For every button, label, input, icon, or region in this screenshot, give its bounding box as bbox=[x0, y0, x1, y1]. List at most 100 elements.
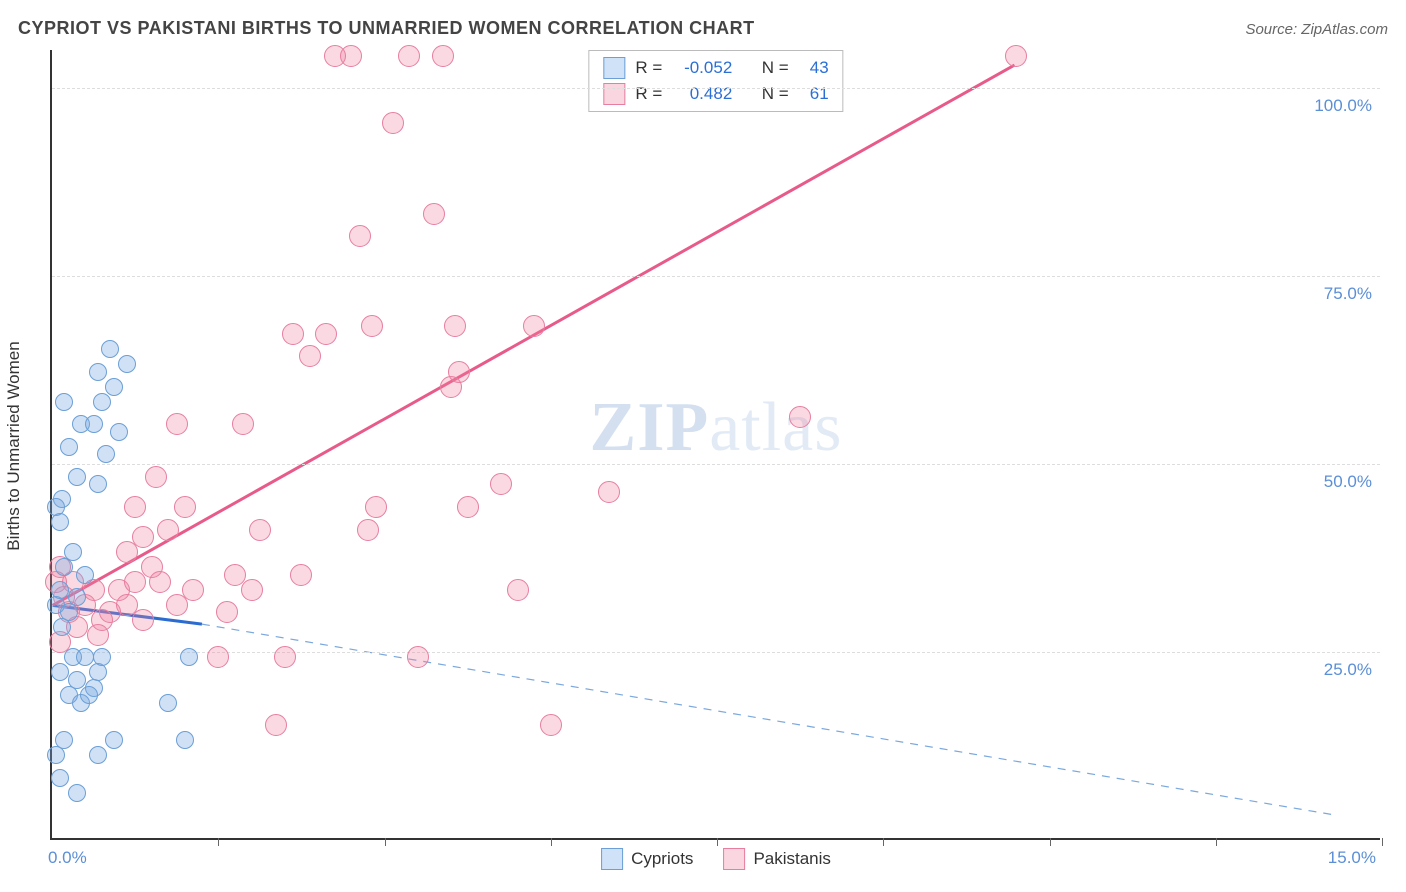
cypriots-marker bbox=[93, 648, 111, 666]
cypriots-marker bbox=[55, 393, 73, 411]
pakistanis-marker bbox=[290, 564, 312, 586]
stats-row-pakistanis: R = 0.482 N = 61 bbox=[603, 81, 828, 107]
gridline-h bbox=[52, 276, 1380, 277]
pakistanis-marker bbox=[249, 519, 271, 541]
n-value-cypriots: 43 bbox=[799, 55, 829, 81]
pakistanis-marker bbox=[324, 45, 346, 67]
swatch-cypriots bbox=[603, 57, 625, 79]
swatch-pakistanis-bottom bbox=[723, 848, 745, 870]
pakistanis-marker bbox=[398, 45, 420, 67]
pakistanis-marker bbox=[407, 646, 429, 668]
swatch-cypriots-bottom bbox=[601, 848, 623, 870]
cypriots-marker bbox=[60, 438, 78, 456]
cypriots-marker bbox=[76, 648, 94, 666]
cypriots-marker bbox=[55, 731, 73, 749]
pakistanis-marker bbox=[315, 323, 337, 345]
pakistanis-marker bbox=[299, 345, 321, 367]
x-tick bbox=[1382, 838, 1383, 846]
y-axis-title: Births to Unmarried Women bbox=[4, 341, 24, 550]
cypriots-marker bbox=[176, 731, 194, 749]
cypriots-marker bbox=[68, 588, 86, 606]
pakistanis-marker bbox=[145, 466, 167, 488]
x-tick bbox=[551, 838, 552, 846]
pakistanis-marker bbox=[232, 413, 254, 435]
x-tick bbox=[717, 838, 718, 846]
pakistanis-marker bbox=[349, 225, 371, 247]
x-tick bbox=[218, 838, 219, 846]
gridline-h bbox=[52, 464, 1380, 465]
stats-legend-box: R = -0.052 N = 43 R = 0.482 N = 61 bbox=[588, 50, 843, 112]
pakistanis-marker bbox=[444, 315, 466, 337]
cypriots-marker bbox=[80, 686, 98, 704]
pakistanis-marker bbox=[207, 646, 229, 668]
cypriots-marker bbox=[159, 694, 177, 712]
pakistanis-marker bbox=[598, 481, 620, 503]
cypriots-marker bbox=[101, 340, 119, 358]
cypriots-marker bbox=[51, 769, 69, 787]
cypriots-marker bbox=[105, 731, 123, 749]
swatch-pakistanis bbox=[603, 83, 625, 105]
x-axis-right-label: 15.0% bbox=[1328, 848, 1376, 868]
pakistanis-marker bbox=[540, 714, 562, 736]
cypriots-marker bbox=[51, 663, 69, 681]
watermark: ZIPatlas bbox=[590, 388, 843, 468]
r-value-cypriots: -0.052 bbox=[672, 55, 732, 81]
cypriots-marker bbox=[89, 475, 107, 493]
cypriots-marker bbox=[89, 363, 107, 381]
source-attribution: Source: ZipAtlas.com bbox=[1245, 21, 1388, 38]
y-tick-label: 50.0% bbox=[1324, 472, 1372, 492]
pakistanis-marker bbox=[241, 579, 263, 601]
cypriots-marker bbox=[64, 543, 82, 561]
r-value-pakistanis: 0.482 bbox=[672, 81, 732, 107]
pakistanis-marker bbox=[382, 112, 404, 134]
cypriots-marker bbox=[118, 355, 136, 373]
pakistanis-marker bbox=[116, 541, 138, 563]
legend-item-cypriots: Cypriots bbox=[601, 848, 693, 870]
pakistanis-marker bbox=[132, 609, 154, 631]
pakistanis-marker bbox=[157, 519, 179, 541]
pakistanis-marker bbox=[448, 361, 470, 383]
pakistanis-marker bbox=[87, 624, 109, 646]
pakistanis-marker bbox=[265, 714, 287, 736]
series-legend: Cypriots Pakistanis bbox=[601, 848, 831, 870]
cypriots-marker bbox=[93, 393, 111, 411]
pakistanis-marker bbox=[490, 473, 512, 495]
pakistanis-marker bbox=[149, 571, 171, 593]
pakistanis-marker bbox=[365, 496, 387, 518]
pakistanis-marker bbox=[523, 315, 545, 337]
pakistanis-marker bbox=[274, 646, 296, 668]
pakistanis-marker bbox=[124, 496, 146, 518]
gridline-h bbox=[52, 652, 1380, 653]
cypriots-marker bbox=[180, 648, 198, 666]
n-value-pakistanis: 61 bbox=[799, 81, 829, 107]
pakistanis-marker bbox=[457, 496, 479, 518]
pakistanis-marker bbox=[1005, 45, 1027, 67]
x-tick bbox=[1050, 838, 1051, 846]
chart-title: CYPRIOT VS PAKISTANI BIRTHS TO UNMARRIED… bbox=[18, 18, 755, 39]
scatter-plot-area: ZIPatlas R = -0.052 N = 43 R = 0.482 N =… bbox=[50, 50, 1380, 840]
pakistanis-marker bbox=[361, 315, 383, 337]
pakistanis-marker bbox=[216, 601, 238, 623]
gridline-h bbox=[52, 88, 1380, 89]
pakistanis-marker bbox=[432, 45, 454, 67]
pakistanis-marker bbox=[423, 203, 445, 225]
cypriots-marker bbox=[68, 671, 86, 689]
cypriots-marker bbox=[85, 415, 103, 433]
x-tick bbox=[1216, 838, 1217, 846]
x-tick bbox=[883, 838, 884, 846]
cypriots-marker bbox=[68, 468, 86, 486]
legend-item-pakistanis: Pakistanis bbox=[723, 848, 830, 870]
pakistanis-marker bbox=[174, 496, 196, 518]
pakistanis-marker bbox=[789, 406, 811, 428]
stats-row-cypriots: R = -0.052 N = 43 bbox=[603, 55, 828, 81]
cypriots-marker bbox=[68, 784, 86, 802]
cypriots-marker bbox=[51, 581, 69, 599]
x-axis-origin-label: 0.0% bbox=[48, 848, 87, 868]
cypriots-marker bbox=[105, 378, 123, 396]
x-tick bbox=[385, 838, 386, 846]
pakistanis-marker bbox=[357, 519, 379, 541]
y-tick-label: 100.0% bbox=[1314, 96, 1372, 116]
cypriots-marker bbox=[89, 746, 107, 764]
y-tick-label: 75.0% bbox=[1324, 284, 1372, 304]
pakistanis-marker bbox=[282, 323, 304, 345]
